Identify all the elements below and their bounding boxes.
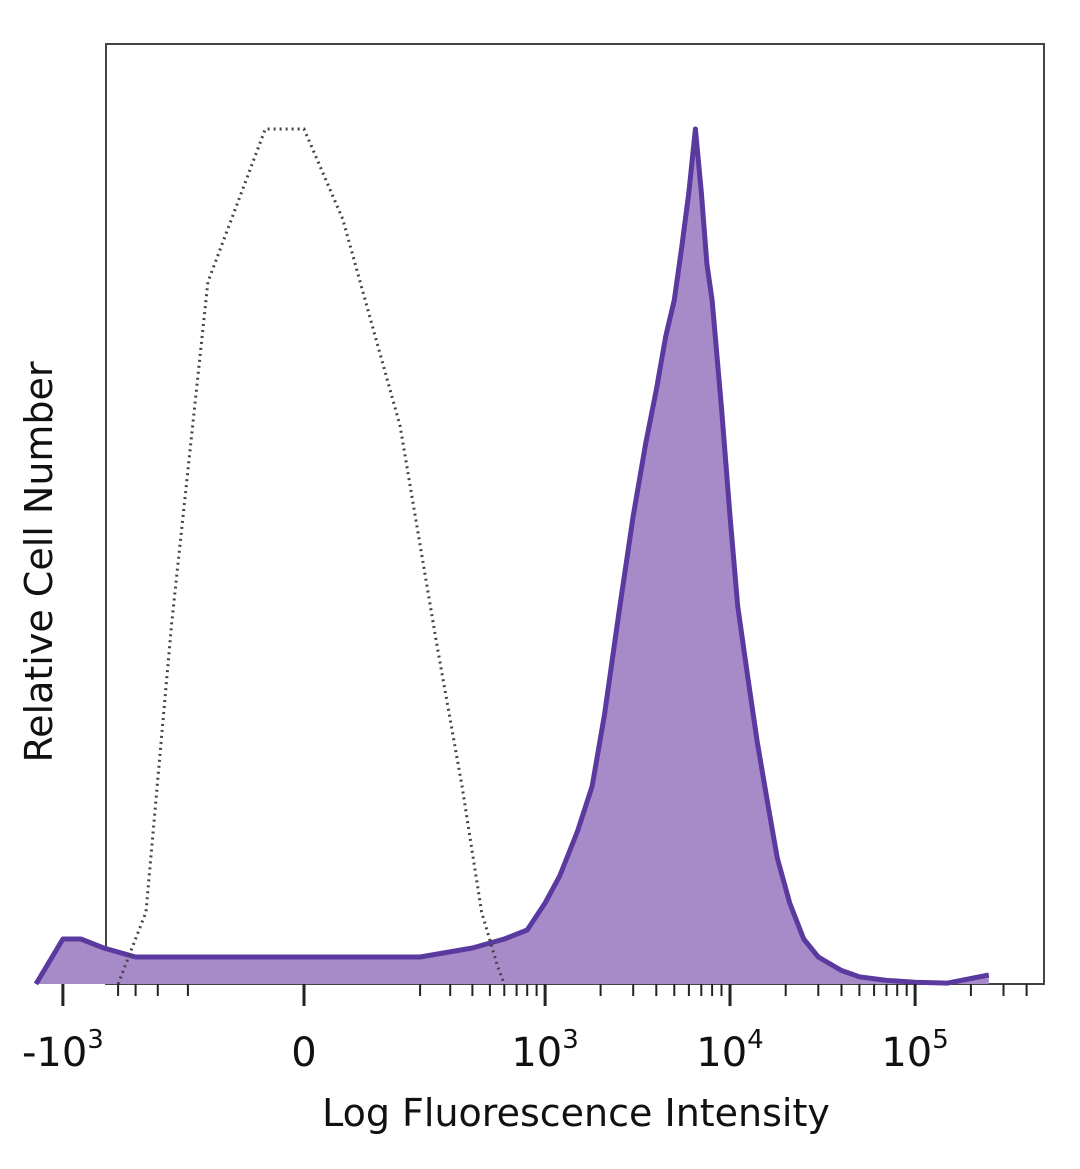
x-axis: -103 0 103 104 105 — [22, 984, 1028, 1076]
x-tick-label: -103 — [22, 1025, 104, 1076]
series-0-line — [33, 126, 990, 986]
x-tick-label: 103 — [511, 1025, 578, 1076]
y-axis-title: Relative Cell Number — [17, 361, 61, 762]
x-tick-label: 105 — [881, 1025, 948, 1076]
x-tick-label: 0 — [291, 1030, 316, 1076]
x-tick-label: 104 — [696, 1025, 763, 1076]
series-layer — [33, 126, 990, 986]
series-0-area — [36, 129, 989, 984]
series-1-dotted-line — [116, 127, 506, 985]
x-axis-title: Log Fluorescence Intensity — [322, 1091, 830, 1135]
